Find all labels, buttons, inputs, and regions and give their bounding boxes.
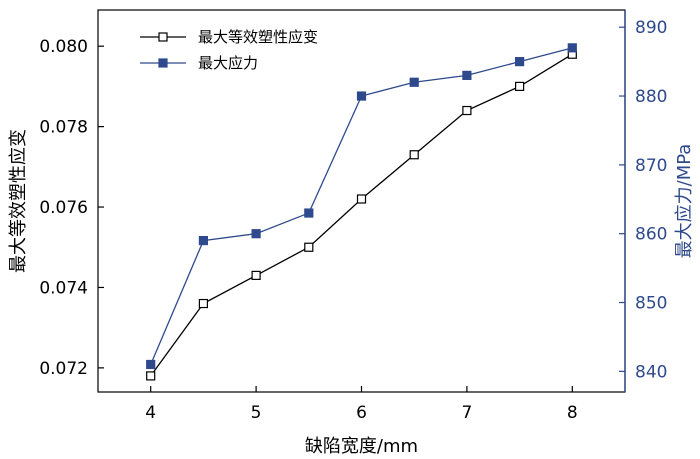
legend-label-plastic-strain: 最大等效塑性应变 <box>198 28 318 46</box>
point-max-stress <box>146 359 156 370</box>
point-max-stress <box>514 57 525 67</box>
series-line-plastic-strain <box>150 53 573 377</box>
point-max-stress <box>462 70 472 80</box>
left-axis: 0.072 0.074 0.076 0.078 0.080 <box>39 37 104 379</box>
right-tick-label: 890 <box>635 18 667 38</box>
left-axis-title: 最大等效塑性应变 <box>8 129 29 273</box>
right-tick-label: 840 <box>635 362 667 382</box>
legend-label-max-stress: 最大应力 <box>198 54 258 72</box>
left-tick-label: 0.080 <box>39 37 88 57</box>
x-axis: 4 5 6 7 8 <box>145 386 578 423</box>
right-tick-label: 850 <box>635 294 667 314</box>
x-axis-title: 缺陷宽度/mm <box>305 436 418 457</box>
point-plastic-strain <box>514 81 525 92</box>
x-tick-label: 7 <box>461 403 472 423</box>
point-plastic-strain <box>198 298 208 309</box>
right-tick-label: 860 <box>635 225 667 245</box>
left-tick-label: 0.078 <box>39 118 88 138</box>
left-tick-label: 0.072 <box>39 359 88 379</box>
left-tick-label: 0.076 <box>39 198 88 218</box>
point-plastic-strain <box>304 242 314 252</box>
point-plastic-strain <box>356 194 367 204</box>
legend-item-plastic-strain: 最大等效塑性应变 <box>140 28 318 46</box>
point-max-stress <box>567 43 577 53</box>
x-tick-label: 8 <box>567 403 578 423</box>
right-axis-title: 最大应力/MPa <box>674 144 695 259</box>
right-tick-label: 880 <box>635 87 667 107</box>
legend-marker-max-stress <box>158 58 168 68</box>
x-tick-label: 6 <box>356 403 367 423</box>
legend: 最大等效塑性应变 最大应力 <box>140 28 318 72</box>
point-max-stress <box>251 229 261 239</box>
point-plastic-strain <box>409 150 419 160</box>
x-tick-label: 5 <box>251 403 262 423</box>
left-tick-label: 0.074 <box>39 278 88 298</box>
point-plastic-strain <box>251 270 261 280</box>
point-max-stress <box>198 235 208 246</box>
legend-marker-plastic-strain <box>158 32 168 42</box>
point-plastic-strain <box>462 105 472 116</box>
x-tick-label: 4 <box>145 403 156 423</box>
right-tick-label: 870 <box>635 156 667 176</box>
point-max-stress <box>304 208 314 218</box>
point-max-stress <box>409 77 419 87</box>
legend-item-max-stress: 最大应力 <box>140 54 258 72</box>
point-plastic-strain <box>146 371 156 381</box>
right-axis: 840 850 860 870 880 890 <box>619 18 667 382</box>
point-max-stress <box>356 91 367 101</box>
